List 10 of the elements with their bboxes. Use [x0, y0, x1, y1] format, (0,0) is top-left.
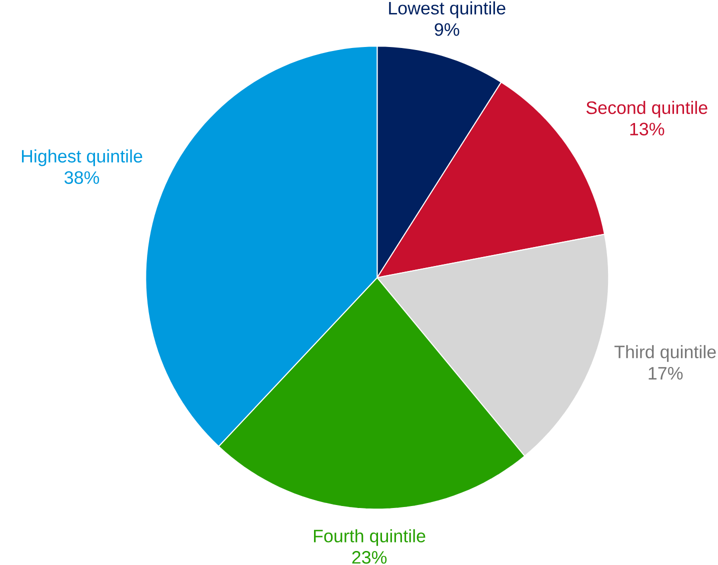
data-label: 17%	[648, 366, 683, 380]
data-label: 13%	[630, 122, 664, 136]
slice-label: Fourth quintile	[314, 529, 426, 546]
data-label: 38%	[64, 171, 100, 184]
data-label: 23%	[352, 550, 387, 564]
data-label: 9%	[434, 23, 460, 36]
slice-label: Lowest quintile	[389, 1, 506, 18]
slice-label: Third quintile	[614, 345, 716, 362]
slice-label: Second quintile	[586, 100, 708, 118]
slice-label: Highest quintile	[22, 149, 142, 166]
